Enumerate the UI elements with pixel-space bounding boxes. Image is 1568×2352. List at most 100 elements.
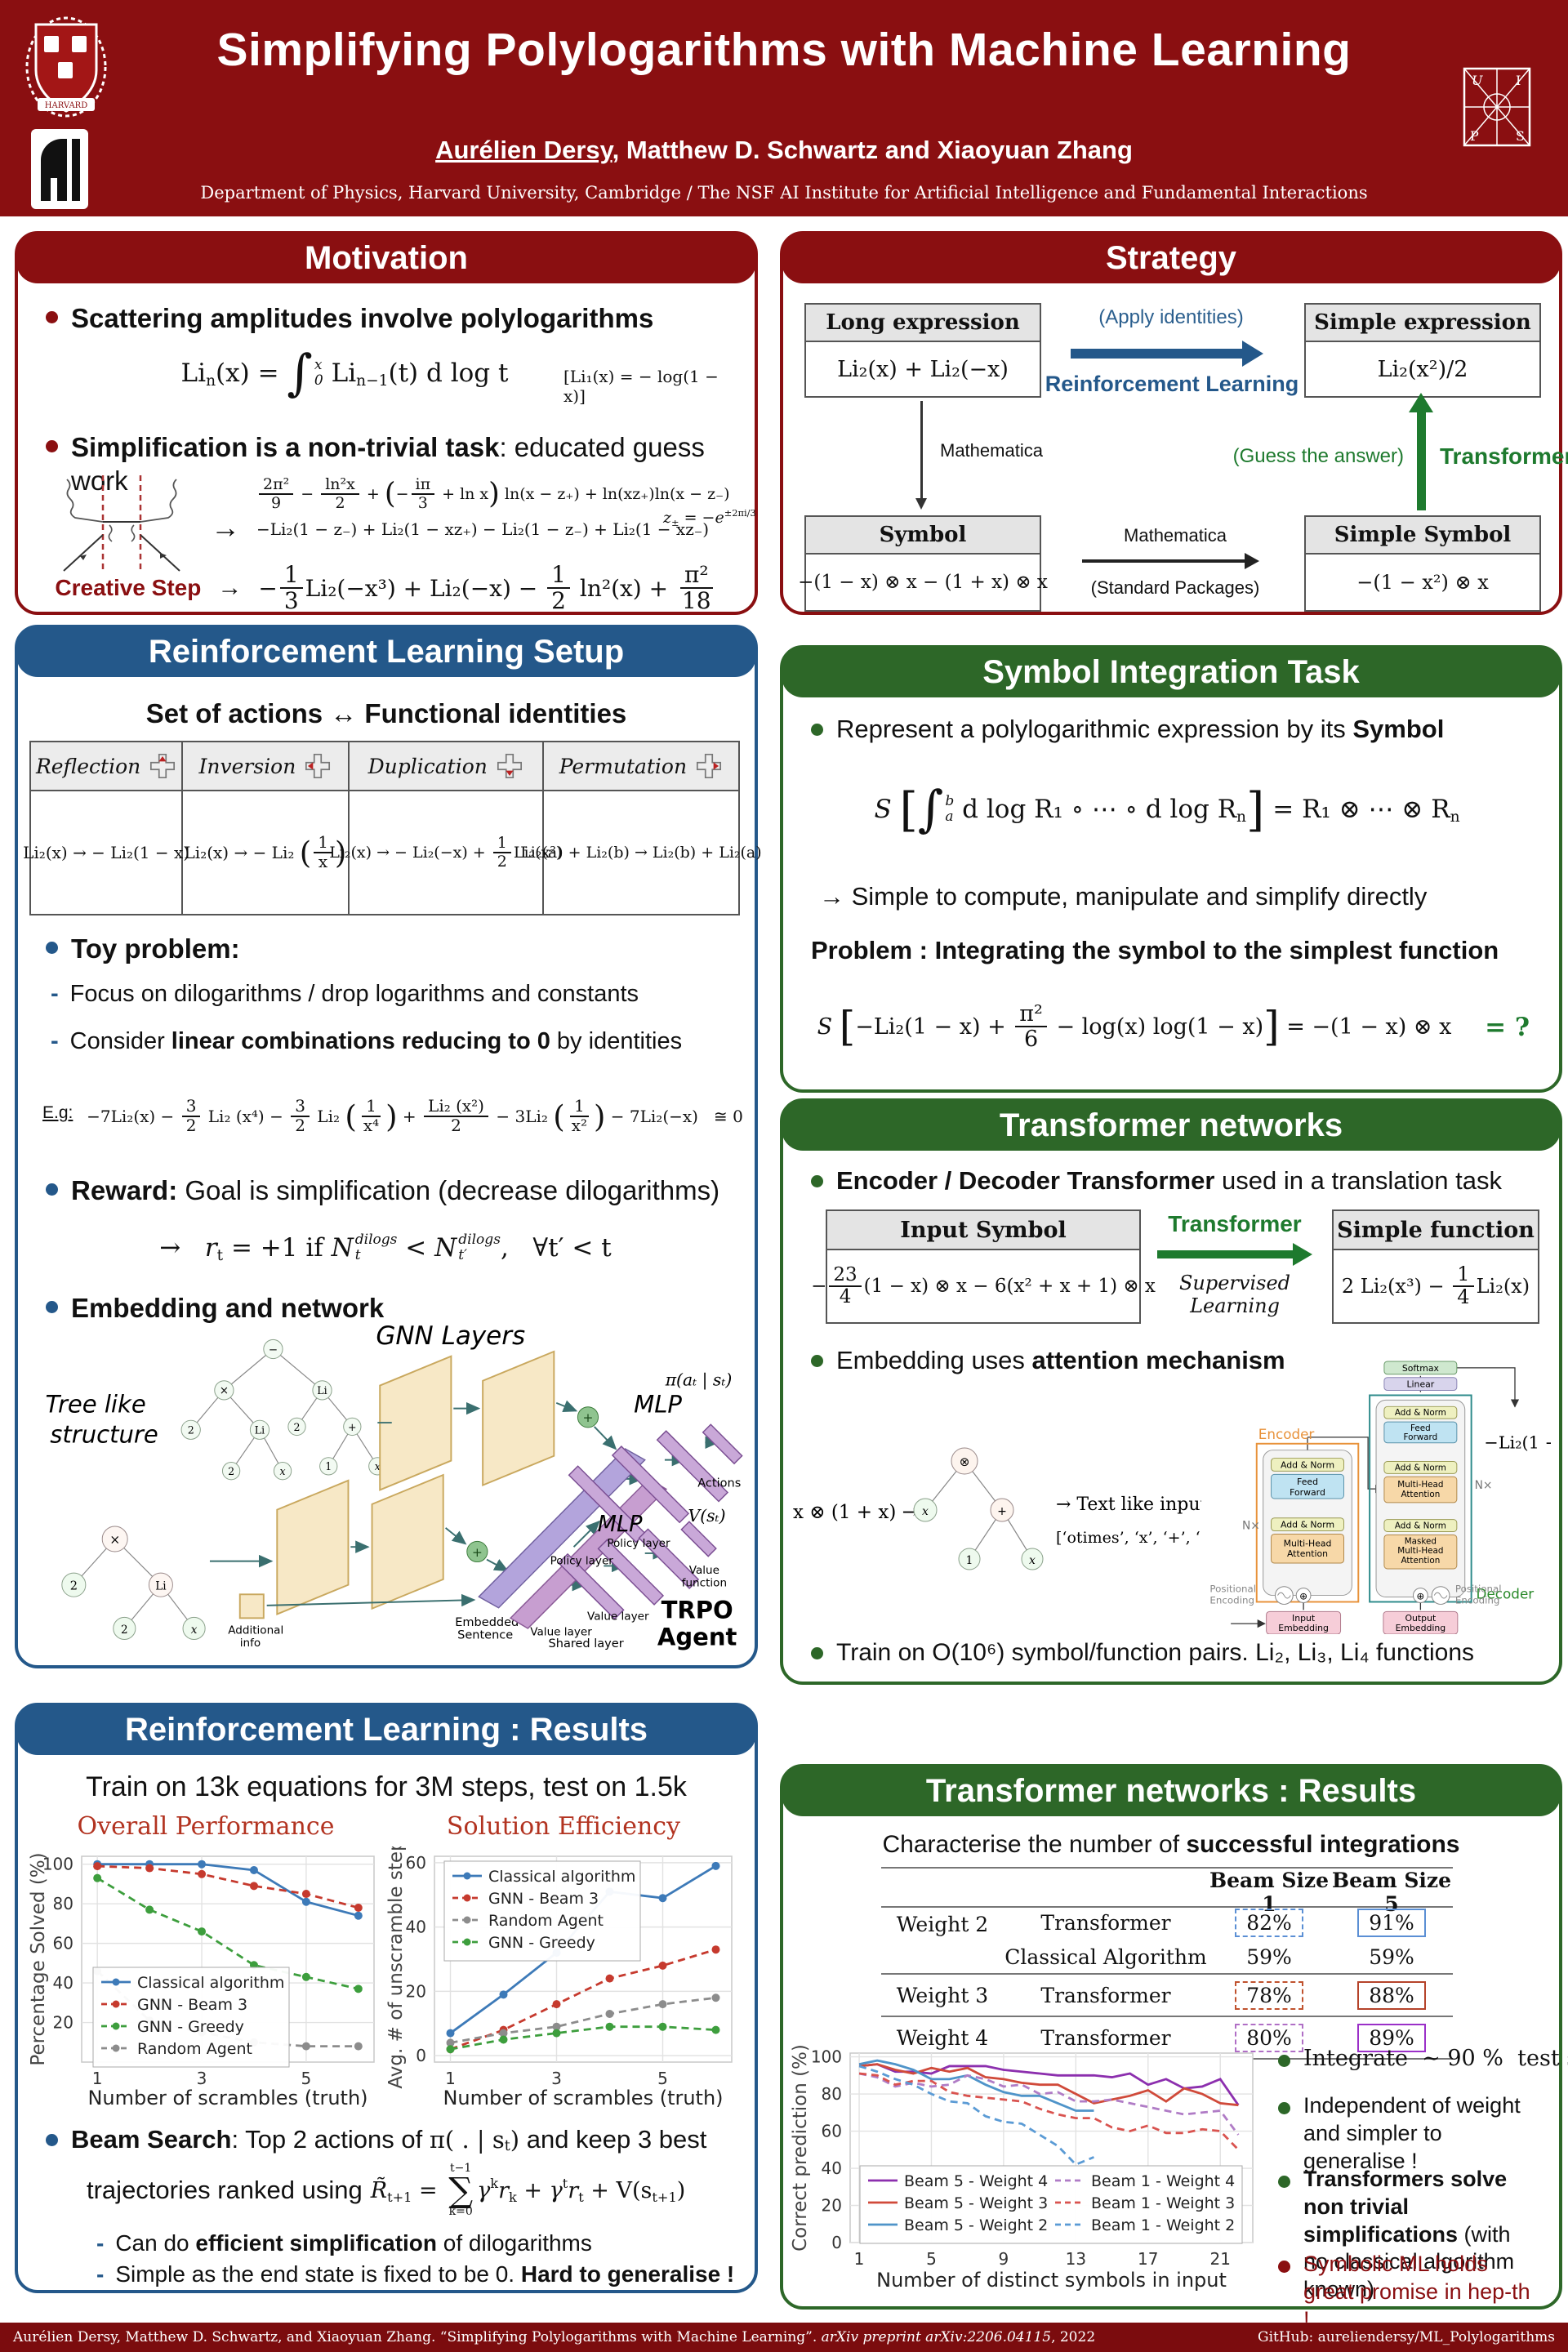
correct-prediction-chart: 1 5 9 13 17 21 0 20 40 60 80 100 Number of distinct … (790, 2044, 1261, 2295)
svg-text:Percentage Solved (%): Percentage Solved (%) (29, 1852, 49, 2065)
svg-text:Random Agent: Random Agent (488, 1912, 604, 1930)
svg-text:Sentence: Sentence (457, 1629, 513, 1642)
svg-text:1: 1 (854, 2249, 865, 2269)
svg-text:Classical algorithm: Classical algorithm (488, 1868, 635, 1886)
train-pairs-line: Train on O(10⁶) symbol/function pairs. L… (836, 1639, 1475, 1666)
mathematica-down-arrow (916, 401, 926, 510)
svg-text:Number of scrambles (truth): Number of scrambles (truth) (443, 2087, 723, 2109)
strategy-header: Strategy (782, 233, 1561, 283)
svg-text:info: info (240, 1637, 261, 1650)
svg-text:Number of distinct symbols in: Number of distinct symbols in input (876, 2269, 1227, 2292)
tf-results-panel: Transformer networks : Results Character… (780, 1764, 1568, 2332)
svg-text:60: 60 (406, 1853, 426, 1873)
svg-text:Beam 5 - Weight 3: Beam 5 - Weight 3 (904, 2194, 1048, 2212)
svg-text:Attention: Attention (1287, 1548, 1328, 1559)
svg-text:2: 2 (188, 1424, 194, 1437)
svg-text:Actions: Actions (697, 1477, 741, 1490)
svg-text:×: × (109, 1532, 120, 1547)
svg-text:80: 80 (822, 2084, 842, 2104)
rl-results-header: Reinforcement Learning : Results (16, 1704, 756, 1755)
dpad-up-icon (150, 753, 176, 779)
toy-item-1: Focus on dilogarithms / drop logarithms … (69, 981, 639, 1007)
zpm-note: z ± = − e ±2πi/3 (663, 506, 756, 528)
svg-text:Feed: Feed (1297, 1477, 1318, 1487)
svg-text:→ Text like input: → Text like input (1056, 1494, 1201, 1515)
table-row-w2-classical: Classical Algorithm 59% 59% (1004, 1944, 1414, 1969)
svg-text:Shared layer: Shared layer (549, 1637, 624, 1650)
tree-1-edges (190, 1348, 378, 1472)
svg-text:13: 13 (1066, 2249, 1086, 2269)
svg-text:2: 2 (294, 1421, 301, 1433)
symbol-box: Symbol −(1 − x) ⊗ x − (1 + x) ⊗ x (798, 515, 1048, 612)
svg-text:Add & Norm: Add & Norm (1281, 1459, 1334, 1470)
svg-text:Positional: Positional (1455, 1584, 1502, 1595)
svg-text:17: 17 (1138, 2249, 1158, 2269)
motivation-bullet-2: Simplification is a non-trivial task: ed… (71, 432, 705, 497)
toy-item-2: Consider linear combinations reducing to… (69, 1028, 683, 1054)
gnn-plates (276, 1350, 555, 1615)
svg-text:function: function (682, 1577, 727, 1590)
table-header-reflection: Reflection (31, 742, 184, 791)
citation: Aurélien Dersy, Matthew D. Schwartz, and… (13, 2329, 1096, 2345)
svg-text:S: S (1516, 128, 1525, 144)
beam-note-1: Can do efficient simplification of dilog… (115, 2230, 592, 2256)
svg-text:I: I (1516, 73, 1521, 88)
guess-answer-label: (Guess the answer) (1232, 445, 1404, 467)
svg-text:Multi-Head: Multi-Head (1284, 1538, 1332, 1548)
svg-text:Input: Input (1292, 1613, 1315, 1624)
dpad-left-icon (305, 753, 331, 779)
symbol-simple-line: → Simple to compute, manipulate and simp… (819, 882, 1428, 911)
embedded-sentence-bar (478, 1448, 646, 1609)
reward-line: Reward: Goal is simplification (decrease… (71, 1175, 720, 1205)
svg-text:5: 5 (926, 2249, 937, 2269)
bullet-dot-icon (1278, 2176, 1290, 2188)
svg-text:Forward: Forward (1290, 1487, 1325, 1498)
integrate-bullet: Integrate ∼ 90 % test set (1303, 2046, 1568, 2071)
svg-text:Output: Output (1405, 1613, 1437, 1624)
svg-text:N×: N× (1475, 1479, 1493, 1492)
poster-affiliation: Department of Physics, Harvard Universit… (200, 183, 1368, 203)
svg-text:Li: Li (155, 1579, 167, 1592)
identity-inversion: Li₂(x) → − Li₂ (1 x) (183, 791, 350, 914)
sum-node-icon (577, 1406, 599, 1428)
iaifi-logo-icon: U I P S (1463, 67, 1531, 147)
svg-text:GNN - Beam 3: GNN - Beam 3 (488, 1890, 599, 1908)
supervised-arrow (1157, 1243, 1312, 1266)
tree-2-nodes: × 2 Li 2 x (61, 1526, 206, 1640)
svg-text:40: 40 (822, 2158, 842, 2178)
simple-function-box: Simple function 2 Li₂(x³) − 1 4 Li₂(x) (1332, 1209, 1539, 1324)
svg-text:Embedding: Embedding (1396, 1623, 1446, 1633)
problem-line: Problem : Integrating the symbol to the … (811, 936, 1499, 964)
svg-text:Avg. # of unscramble steps: Avg. # of unscramble steps (387, 1846, 407, 2089)
svg-text:1: 1 (92, 2069, 103, 2088)
question-mark-eq: = ? (1485, 1013, 1530, 1042)
svg-text:Beam 1 - Weight 4: Beam 1 - Weight 4 (1091, 2172, 1235, 2190)
svg-text:60: 60 (53, 1934, 74, 1953)
svg-text:⊗: ⊗ (960, 1454, 970, 1469)
svg-text:x: x (922, 1505, 929, 1518)
svg-text:+: + (472, 1545, 483, 1560)
long-expression-block: 2π² 9 − ln²x 2 + (− iπ 3 + ln x) ln(x − z₊) … (256, 475, 730, 540)
symbolic-ml-bullet: Symbolic ML holds great promise in hep-t… (1303, 2252, 1530, 2332)
github-ref: GitHub: aureliendersy/ML_Polylogarithms (1257, 2329, 1555, 2345)
svg-text:Number of scrambles (truth): Number of scrambles (truth) (87, 2087, 368, 2109)
svg-text:3: 3 (551, 2069, 562, 2088)
bullet-dot-icon (1278, 2261, 1290, 2273)
poster-footer: Aurélien Dersy, Matthew D. Schwartz, and… (0, 2323, 1568, 2352)
dpad-down-icon (497, 753, 522, 779)
tree-1-nodes: − × Li 2 Li 2 + 2 x 1 x (180, 1339, 387, 1481)
bullet-dot-icon (811, 1647, 823, 1659)
svg-text:Beam 1 - Weight 3: Beam 1 - Weight 3 (1091, 2194, 1235, 2212)
svg-text:2: 2 (70, 1579, 78, 1592)
transformer-mid-label: Transformer (1168, 1211, 1302, 1236)
symbol-task-header: Symbol Integration Task (782, 647, 1561, 697)
svg-text:Embedding: Embedding (1278, 1623, 1329, 1633)
svg-text:20: 20 (53, 2013, 74, 2033)
svg-text:80: 80 (53, 1894, 74, 1913)
poster-authors: Aurélien Dersy, Matthew D. Schwartz and … (435, 136, 1133, 164)
rl-results-panel: Reinforcement Learning : Results Train o… (15, 1703, 758, 2293)
identity-reflection: Li₂(x) → − Li₂(1 − x) (23, 791, 189, 914)
bullet-dot-icon (46, 1301, 58, 1313)
